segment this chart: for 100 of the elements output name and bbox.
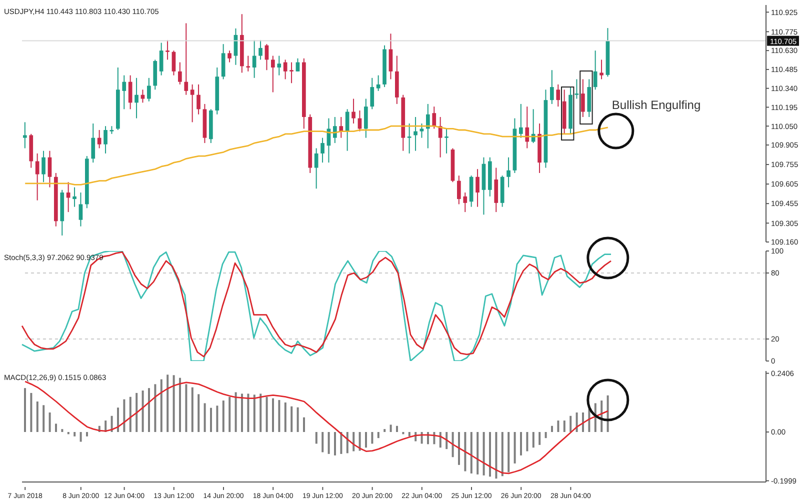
bar [222,400,224,432]
candlestick [42,150,46,183]
bar [253,394,256,432]
bar [129,396,132,432]
candlestick [432,106,436,130]
candlestick [420,123,424,138]
bar [48,412,51,432]
bar [315,432,318,444]
bar [557,420,560,432]
candlestick [290,62,294,84]
bar [544,432,547,438]
bar [322,432,324,452]
candlestick [283,59,288,80]
bar [538,432,541,445]
bar [365,432,367,448]
candlestick [556,84,560,108]
bar [191,387,194,432]
candlestick [593,50,598,90]
candlestick [277,55,282,76]
candlestick [339,116,344,138]
line-series [24,380,609,474]
bar [154,384,156,432]
bar [384,429,386,432]
bar [526,432,528,452]
bar [36,401,38,432]
bar [80,432,82,442]
candlestick [166,40,170,60]
bar [272,398,274,432]
candlestick [78,192,83,227]
candlestick [600,59,604,80]
bar [358,432,361,451]
candlestick [494,167,498,213]
bar [296,407,299,432]
bar [30,392,32,432]
bar [42,405,45,432]
candlestick [574,78,579,100]
bar [452,432,454,458]
bar [216,406,218,432]
bar [408,432,410,436]
candlestick [140,89,145,104]
candlestick [196,84,200,115]
bar [290,406,293,432]
candlestick [414,116,418,152]
candlestick [333,116,337,144]
bar [204,403,206,432]
bar [582,412,584,432]
candlestick [388,33,393,80]
candlestick [519,103,523,138]
bar [576,412,578,432]
candlestick [376,74,380,92]
bar [278,400,280,432]
bar [588,408,590,432]
candlestick [364,98,368,138]
bar [284,402,286,432]
candlestick [184,22,188,96]
bar [508,432,510,472]
bar [110,416,113,432]
candlestick [506,156,510,188]
bar [328,432,330,454]
bar [495,432,498,479]
bar [532,432,534,448]
bar [458,432,460,465]
candlestick [72,186,76,208]
bar [470,432,472,474]
candlestick [97,130,102,149]
bar [563,420,566,432]
candlestick [91,123,96,164]
candlestick [228,50,232,63]
candlestick [122,74,126,110]
bar [142,390,144,432]
bar [520,432,522,456]
candlestick [128,74,132,110]
bar [160,379,162,432]
candlestick [104,126,108,154]
bar [228,396,231,432]
candlestick [178,62,182,85]
candlestick [159,42,164,76]
bar [148,388,150,432]
bar [482,432,485,476]
candlestick [581,78,585,118]
bar [241,394,243,432]
bar [123,399,126,432]
bar [476,432,479,474]
bar [377,432,380,438]
candlestick [258,40,262,60]
bar [396,426,398,432]
bar [371,432,374,444]
candlestick [271,55,275,93]
candlestick [190,84,194,123]
candlestick [221,44,226,80]
candlestick [23,122,27,149]
text: Bullish Engulfing [612,98,701,112]
candlestick [48,150,52,188]
candlestick [147,77,151,102]
bar [234,392,237,432]
candlestick [457,175,461,205]
bar [74,432,76,436]
bar [334,432,336,456]
bar [210,408,212,432]
candlestick [476,168,480,208]
